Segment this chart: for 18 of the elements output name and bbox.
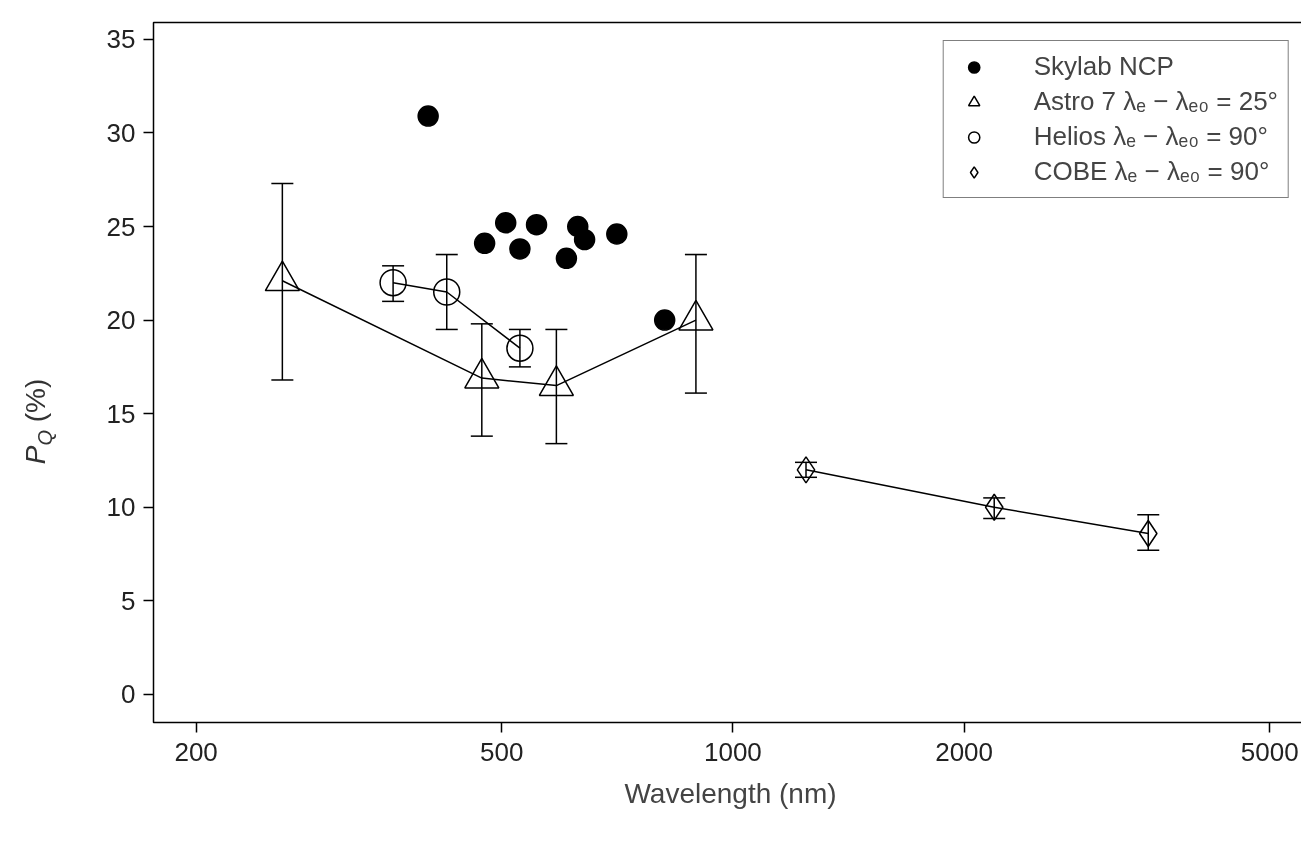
- x-axis-title: Wavelength (nm): [624, 777, 837, 809]
- x-tick-label: 1000: [704, 736, 762, 767]
- y-tick-label: 35: [106, 24, 136, 55]
- x-tick-label: 5000: [1240, 736, 1299, 767]
- y-tick-label: 30: [106, 117, 136, 148]
- y-tick-label: 20: [106, 305, 136, 336]
- y-tick-label: 0: [121, 679, 136, 710]
- legend-label: COBE λₑ − λₑ₀ = 90°: [1033, 156, 1270, 187]
- y-tick-label: 15: [106, 398, 136, 429]
- legend-label: Skylab NCP: [1033, 51, 1174, 82]
- x-tick-label: 200: [174, 736, 218, 767]
- legend-label: Astro 7 λₑ − λₑ₀ = 25°: [1033, 86, 1278, 117]
- y-tick-label: 5: [121, 585, 136, 616]
- x-tick-label: 2000: [935, 736, 994, 767]
- x-tick-label: 500: [480, 736, 524, 767]
- y-tick-label: 25: [106, 211, 136, 242]
- legend-label: Helios λₑ − λₑ₀ = 90°: [1033, 121, 1268, 152]
- y-tick-label: 10: [106, 492, 136, 523]
